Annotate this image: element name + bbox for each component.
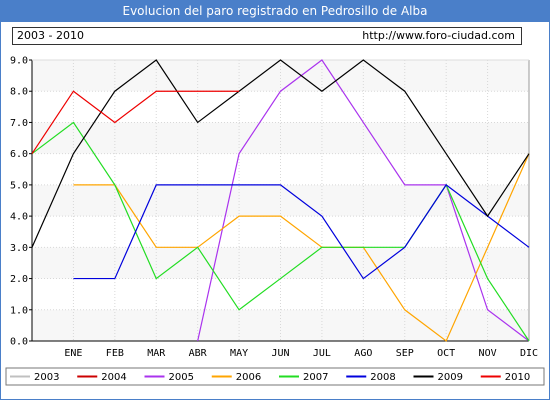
series-line-2009 <box>31 59 530 248</box>
source-url: http://www.foro-ciudad.com <box>362 29 515 42</box>
series-line-2008 <box>73 184 530 280</box>
legend-label-2008: 2008 <box>370 372 395 383</box>
series-line-2006 <box>73 153 530 342</box>
x-tick-label: DIC <box>520 348 538 359</box>
y-tick-label: 9.0 <box>10 56 28 67</box>
legend-label-2007: 2007 <box>303 372 328 383</box>
series-line-2010 <box>31 90 240 154</box>
y-tick-label: 7.0 <box>10 118 28 129</box>
x-tick-label: NOV <box>479 348 497 359</box>
plot-band <box>32 153 529 185</box>
y-tick-label: 1.0 <box>10 305 28 316</box>
legend-label-2004: 2004 <box>101 372 126 383</box>
x-tick-label: ABR <box>189 348 208 359</box>
legend-label-2005: 2005 <box>169 372 194 383</box>
x-tick-label: SEP <box>396 348 414 359</box>
x-tick-label: MAR <box>147 348 166 359</box>
y-tick-label: 2.0 <box>10 274 28 285</box>
legend-label-2006: 2006 <box>236 372 261 383</box>
x-tick-label: OCT <box>437 348 455 359</box>
legend-label-2010: 2010 <box>505 372 530 383</box>
series-line-2005 <box>197 59 530 342</box>
period-label: 2003 - 2010 <box>17 29 84 42</box>
legend-label-2003: 2003 <box>34 372 59 383</box>
info-bar: 2003 - 2010 http://www.foro-ciudad.com <box>12 27 522 45</box>
chart-title: Evolucion del paro registrado en Pedrosi… <box>1 1 549 22</box>
x-tick-label: JUL <box>313 348 331 359</box>
y-tick-label: 3.0 <box>10 243 28 254</box>
x-tick-label: FEB <box>106 348 124 359</box>
y-tick-label: 5.0 <box>10 180 28 191</box>
y-tick-label: 8.0 <box>10 87 28 98</box>
x-tick-label: ENE <box>64 348 82 359</box>
plot-band <box>32 309 529 341</box>
x-tick-label: AGO <box>354 348 372 359</box>
legend-label-2009: 2009 <box>438 372 463 383</box>
y-tick-label: 6.0 <box>10 149 28 160</box>
x-tick-label: JUN <box>271 348 289 359</box>
x-tick-label: MAY <box>230 348 248 359</box>
legend-box <box>5 367 545 386</box>
y-tick-label: 0.0 <box>10 337 28 348</box>
y-tick-label: 4.0 <box>10 212 28 223</box>
